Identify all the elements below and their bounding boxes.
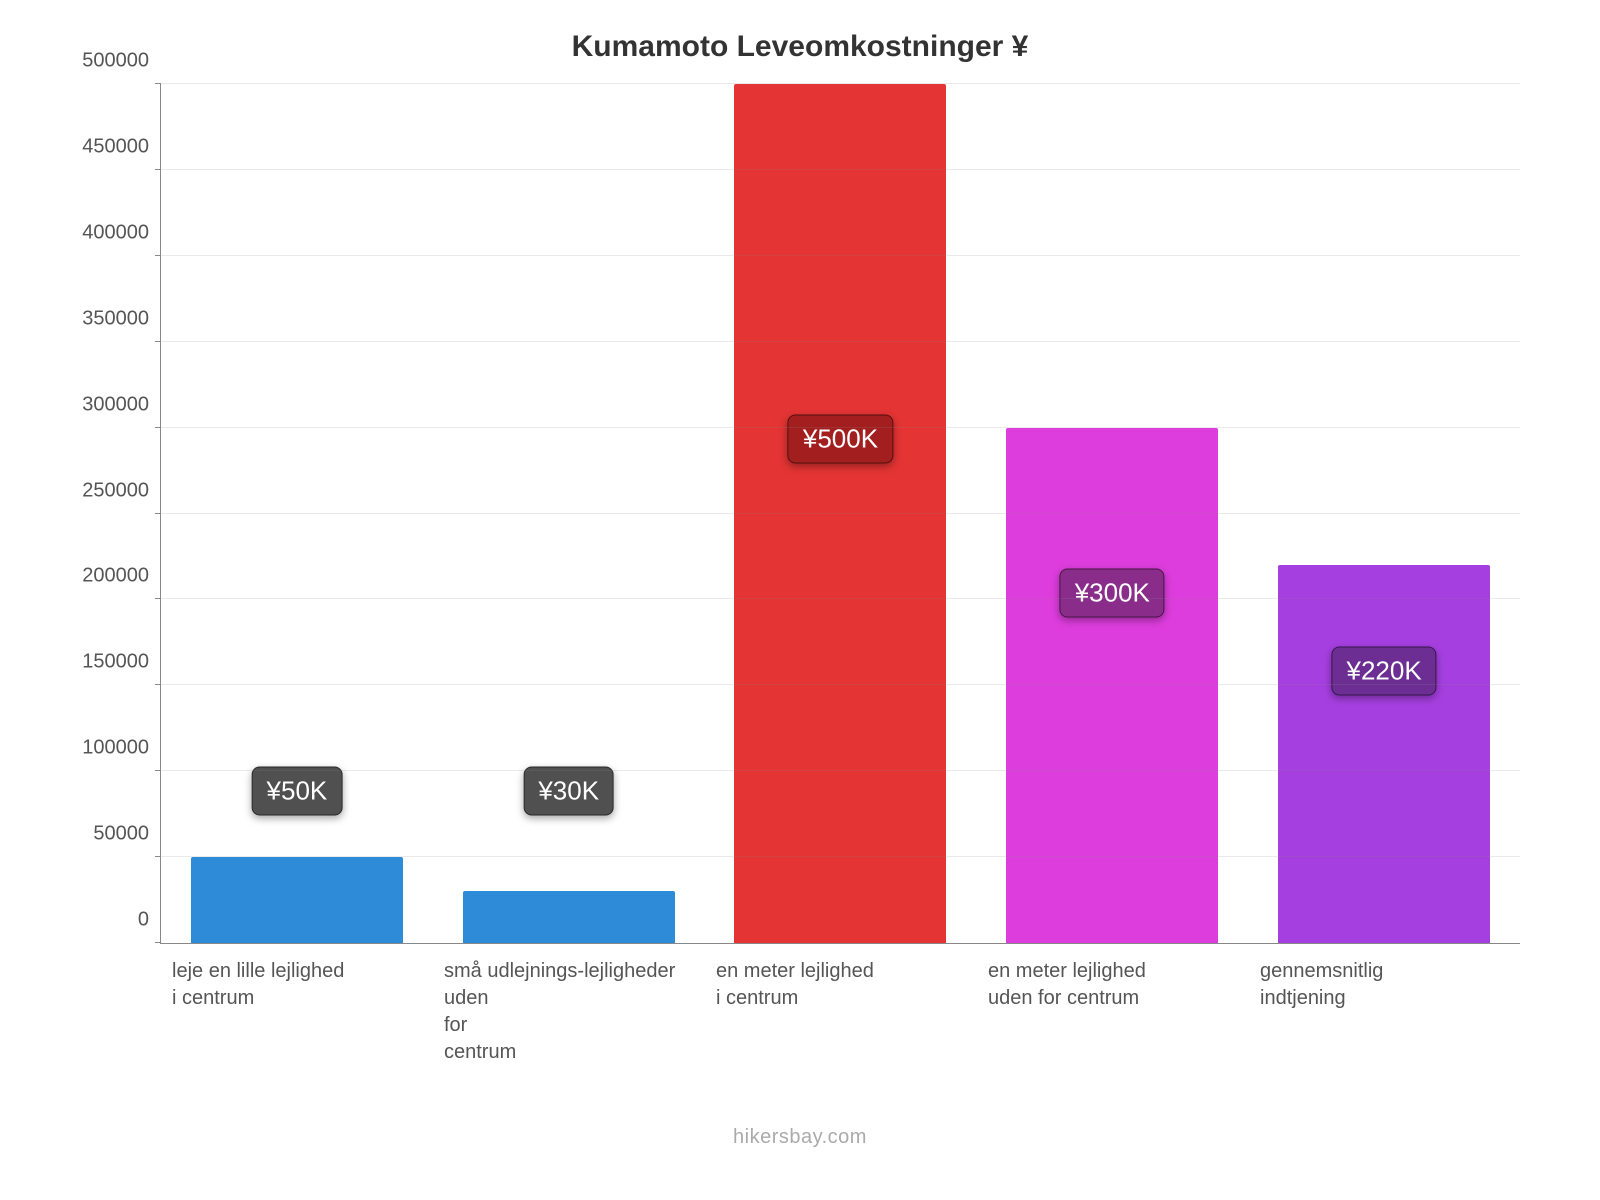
x-axis-label: gennemsnitligindtjening xyxy=(1248,958,1520,1066)
gridline xyxy=(161,513,1520,514)
y-tick-label: 200000 xyxy=(82,565,161,588)
y-tick-label: 250000 xyxy=(82,479,161,502)
chart-area: ¥50K¥30K¥500K¥300K¥220K 0500001000001500… xyxy=(160,84,1520,944)
y-tick-mark xyxy=(155,427,161,428)
gridline xyxy=(161,684,1520,685)
y-tick-label: 0 xyxy=(138,909,161,932)
gridline xyxy=(161,255,1520,256)
bar xyxy=(463,891,675,943)
y-tick-label: 50000 xyxy=(93,823,161,846)
bar-slot: ¥50K xyxy=(161,84,433,943)
x-axis-label: en meter lejligheduden for centrum xyxy=(976,958,1248,1066)
y-tick-label: 400000 xyxy=(82,221,161,244)
bar-slot: ¥220K xyxy=(1248,84,1520,943)
bar-slot: ¥300K xyxy=(976,84,1248,943)
y-tick-mark xyxy=(155,255,161,256)
y-tick-mark xyxy=(155,341,161,342)
y-tick-label: 150000 xyxy=(82,651,161,674)
gridline xyxy=(161,856,1520,857)
value-badge: ¥30K xyxy=(523,766,614,815)
gridline xyxy=(161,770,1520,771)
y-tick-mark xyxy=(155,169,161,170)
gridline xyxy=(161,341,1520,342)
bar xyxy=(734,84,946,943)
gridline xyxy=(161,427,1520,428)
y-tick-mark xyxy=(155,684,161,685)
value-badge: ¥300K xyxy=(1060,569,1165,618)
y-tick-mark xyxy=(155,598,161,599)
y-tick-mark xyxy=(155,770,161,771)
credit-text: hikersbay.com xyxy=(0,1126,1600,1149)
y-tick-label: 500000 xyxy=(82,50,161,73)
y-tick-mark xyxy=(155,856,161,857)
gridline xyxy=(161,83,1520,84)
y-tick-mark xyxy=(155,83,161,84)
bars-container: ¥50K ¥30K ¥500K ¥300K ¥220K xyxy=(161,84,1520,943)
chart-stage: Kumamoto Leveomkostninger ¥ ¥50K ¥30K ¥500… xyxy=(0,0,1600,1200)
bar xyxy=(1278,565,1490,943)
y-tick-label: 100000 xyxy=(82,737,161,760)
y-tick-label: 450000 xyxy=(82,135,161,158)
x-axis-label: en meter lejlighedi centrum xyxy=(704,958,976,1066)
y-tick-label: 300000 xyxy=(82,393,161,416)
x-axis-label: små udlejnings-lejlighederudenforcentrum xyxy=(432,958,704,1066)
x-axis-label: leje en lille lejlighedi centrum xyxy=(160,958,432,1066)
chart-title: Kumamoto Leveomkostninger ¥ xyxy=(0,30,1600,64)
plot-area: ¥50K¥30K¥500K¥300K¥220K 0500001000001500… xyxy=(160,84,1520,944)
value-badge: ¥220K xyxy=(1331,646,1436,695)
gridline xyxy=(161,169,1520,170)
y-tick-mark xyxy=(155,942,161,943)
gridline xyxy=(161,598,1520,599)
x-axis-labels: leje en lille lejlighedi centrumsmå udle… xyxy=(160,958,1520,1066)
y-tick-mark xyxy=(155,513,161,514)
y-tick-label: 350000 xyxy=(82,307,161,330)
value-badge: ¥50K xyxy=(252,766,343,815)
bar-slot: ¥30K xyxy=(433,84,705,943)
bar-slot: ¥500K xyxy=(705,84,977,943)
value-badge: ¥500K xyxy=(788,414,893,463)
bar xyxy=(191,857,403,943)
